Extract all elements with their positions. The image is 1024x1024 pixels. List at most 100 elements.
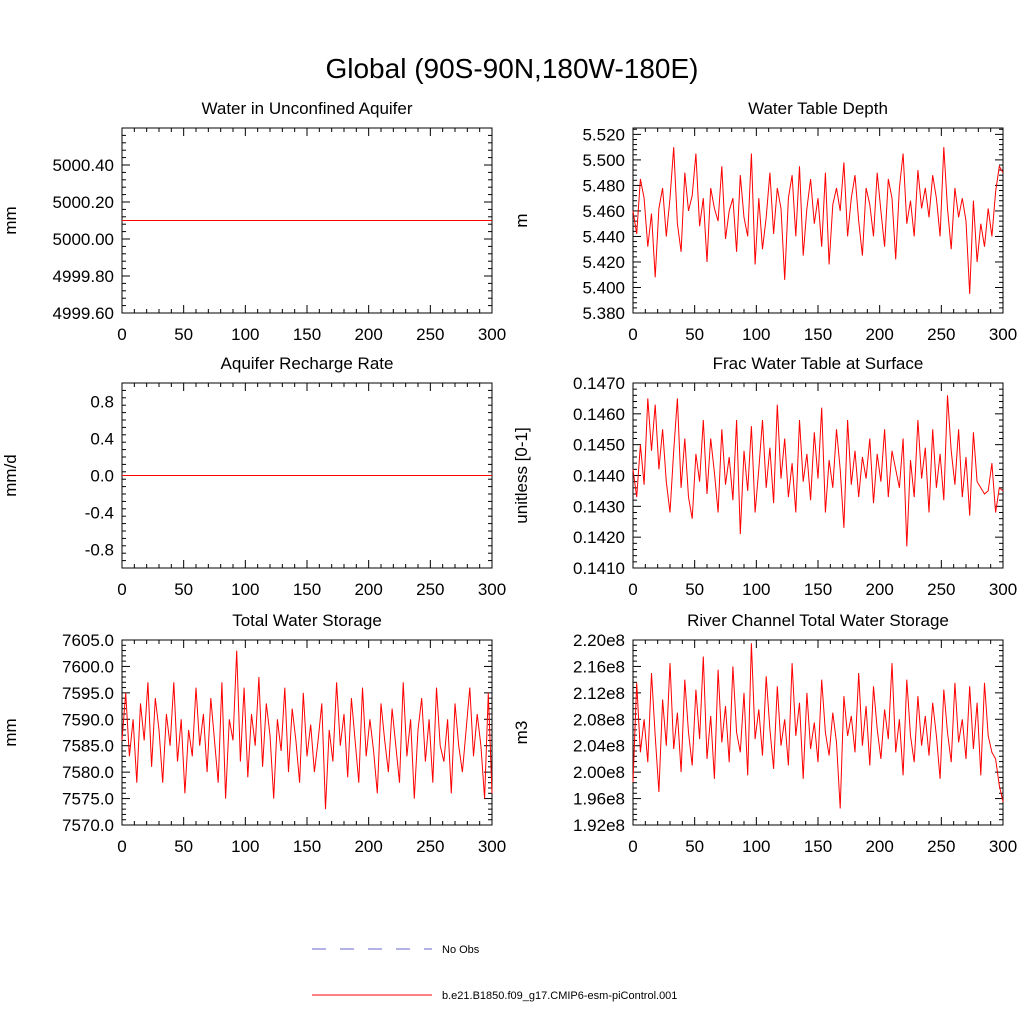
- y-tick-label: 1.96e8: [573, 790, 625, 809]
- y-axis-label: unitless [0-1]: [512, 427, 531, 523]
- x-tick-label: 250: [416, 580, 444, 599]
- x-tick-label: 200: [865, 837, 893, 856]
- y-tick-label: 7575.0: [62, 790, 114, 809]
- y-tick-label: 5.520: [582, 125, 625, 144]
- y-tick-label: 2.20e8: [573, 631, 625, 650]
- y-tick-label: 0.1460: [573, 405, 625, 424]
- y-tick-label: 1.92e8: [573, 816, 625, 835]
- y-tick-label: 7570.0: [62, 816, 114, 835]
- x-tick-label: 300: [478, 325, 506, 344]
- x-tick-label: 100: [742, 325, 770, 344]
- figure-title: Global (90S-90N,180W-180E): [325, 53, 698, 84]
- x-tick-label: 150: [293, 325, 321, 344]
- y-tick-label: 0.4: [90, 430, 114, 449]
- x-tick-label: 150: [804, 325, 832, 344]
- x-tick-label: 300: [478, 580, 506, 599]
- x-tick-label: 50: [174, 837, 193, 856]
- series-line: [632, 395, 1004, 547]
- x-tick-label: 200: [865, 325, 893, 344]
- y-tick-label: 5.420: [582, 253, 625, 272]
- x-tick-label: 150: [293, 580, 321, 599]
- x-tick-label: 150: [804, 580, 832, 599]
- x-tick-label: 150: [293, 837, 321, 856]
- y-tick-label: 2.08e8: [573, 710, 625, 729]
- y-tick-label: -0.4: [85, 504, 114, 523]
- y-tick-label: 7600.0: [62, 657, 114, 676]
- x-tick-label: 250: [927, 837, 955, 856]
- chart-title: River Channel Total Water Storage: [687, 611, 949, 630]
- x-tick-label: 50: [685, 837, 704, 856]
- chart-title: Frac Water Table at Surface: [713, 354, 924, 373]
- y-axis-label: mm: [1, 206, 20, 234]
- y-tick-label: 0.1450: [573, 436, 625, 455]
- x-tick-label: 100: [231, 325, 259, 344]
- legend-label-no-obs: No Obs: [442, 944, 480, 956]
- x-tick-label: 0: [628, 837, 637, 856]
- y-tick-label: 4999.60: [53, 304, 114, 323]
- y-tick-label: 0.1410: [573, 559, 625, 578]
- x-tick-label: 50: [174, 580, 193, 599]
- series-line: [632, 147, 1004, 294]
- chart-title: Aquifer Recharge Rate: [221, 354, 394, 373]
- y-tick-label: 5.500: [582, 151, 625, 170]
- x-tick-label: 100: [231, 580, 259, 599]
- y-tick-label: 5000.40: [53, 156, 114, 175]
- x-tick-label: 200: [354, 325, 382, 344]
- y-tick-label: 2.00e8: [573, 763, 625, 782]
- chart-panel-5: Total Water Storage mm 0 50 100 150 200 250 300 7…: [1, 611, 506, 856]
- x-tick-label: 50: [685, 325, 704, 344]
- x-tick-label: 50: [685, 580, 704, 599]
- y-tick-label: 5000.00: [53, 230, 114, 249]
- chart-title: Water Table Depth: [748, 99, 888, 118]
- x-tick-label: 300: [989, 580, 1017, 599]
- y-tick-label: 5.460: [582, 202, 625, 221]
- x-tick-label: 0: [117, 580, 126, 599]
- y-tick-label: 0.1470: [573, 374, 625, 393]
- y-tick-label: 5.480: [582, 176, 625, 195]
- y-tick-label: 5.400: [582, 278, 625, 297]
- y-tick-label: 5000.20: [53, 193, 114, 212]
- x-tick-label: 250: [416, 325, 444, 344]
- y-tick-label: 7605.0: [62, 631, 114, 650]
- panels: Water in Unconfined Aquifer mm 0 50 100 150 20…: [1, 99, 1017, 856]
- legend: No Obs b.e21.B1850.f09_g17.CMIP6-esm-piC…: [312, 944, 677, 1002]
- y-tick-label: 2.16e8: [573, 657, 625, 676]
- x-tick-label: 250: [927, 580, 955, 599]
- chart-title: Total Water Storage: [232, 611, 382, 630]
- x-tick-label: 50: [174, 325, 193, 344]
- series-line: [632, 643, 1004, 809]
- y-tick-label: 0.8: [90, 393, 114, 412]
- x-tick-label: 100: [742, 580, 770, 599]
- chart-panel-1: Water in Unconfined Aquifer mm 0 50 100 150 20…: [1, 99, 506, 344]
- y-tick-label: -0.8: [85, 541, 114, 560]
- x-tick-label: 0: [117, 325, 126, 344]
- x-tick-label: 300: [989, 837, 1017, 856]
- y-axis-label: m: [512, 213, 531, 227]
- y-axis-label: m3: [512, 721, 531, 745]
- y-tick-label: 0.1440: [573, 467, 625, 486]
- x-tick-label: 0: [117, 837, 126, 856]
- x-tick-label: 0: [628, 325, 637, 344]
- y-axis-label: mm/d: [1, 454, 20, 497]
- y-tick-label: 4999.80: [53, 267, 114, 286]
- x-tick-label: 300: [478, 837, 506, 856]
- x-tick-label: 250: [927, 325, 955, 344]
- x-tick-label: 0: [628, 580, 637, 599]
- y-tick-label: 7595.0: [62, 684, 114, 703]
- chart-title: Water in Unconfined Aquifer: [201, 99, 412, 118]
- y-tick-label: 5.380: [582, 304, 625, 323]
- legend-label-model: b.e21.B1850.f09_g17.CMIP6-esm-piControl.…: [442, 990, 677, 1002]
- y-axis-label: mm: [1, 718, 20, 746]
- x-tick-label: 300: [989, 325, 1017, 344]
- y-tick-label: 7585.0: [62, 737, 114, 756]
- series-line: [121, 650, 493, 810]
- plot-frame: [632, 127, 1004, 314]
- chart-panel-3: Aquifer Recharge Rate mm/d 0 50 100 150 200 250…: [1, 354, 506, 599]
- x-tick-label: 250: [416, 837, 444, 856]
- x-tick-label: 200: [354, 837, 382, 856]
- x-tick-label: 200: [354, 580, 382, 599]
- y-tick-label: 0.1430: [573, 497, 625, 516]
- x-tick-label: 150: [804, 837, 832, 856]
- y-tick-label: 5.440: [582, 227, 625, 246]
